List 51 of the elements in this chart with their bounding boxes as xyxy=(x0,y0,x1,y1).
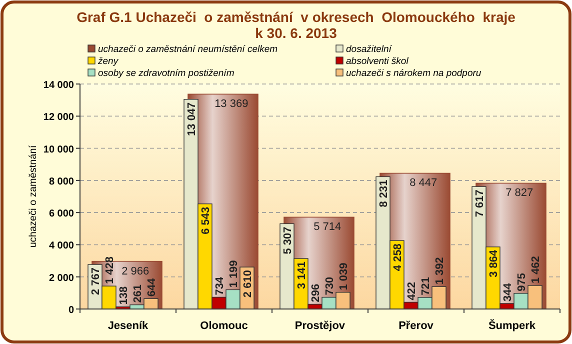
legend-label: uchazeči s nárokem na podporu xyxy=(346,68,482,79)
data-label: 138 xyxy=(118,286,130,305)
legend-label: absolventi škol xyxy=(346,56,410,67)
data-label: 7 617 xyxy=(474,190,486,218)
y-axis-title: uchazeči o zaměstnání xyxy=(28,145,39,248)
y-tick-label: 10 000 xyxy=(43,144,74,156)
data-label: 7 827 xyxy=(506,187,534,200)
chart-title: Graf G.1 Uchazeči o zaměstnání v okresech Olomouckého kraje k 30. 6. 2013 xyxy=(76,9,516,41)
data-label: 2 966 xyxy=(122,265,150,278)
data-label: 644 xyxy=(146,277,158,297)
data-label: 975 xyxy=(516,272,528,292)
data-label: 13 369 xyxy=(214,98,248,110)
data-label: 4 258 xyxy=(392,244,404,272)
y-tick-label: 0 xyxy=(68,305,74,316)
x-tick-label: Šumperk xyxy=(488,319,536,332)
x-tick-label: Přerov xyxy=(398,320,434,332)
legend-label: uchazeči o zaměstnání neumístění celkem xyxy=(98,44,278,55)
y-tick-label: 2 000 xyxy=(48,272,74,284)
legend-label: ženy xyxy=(97,56,120,67)
data-label: 5 307 xyxy=(282,226,294,254)
x-tick-label: Jeseník xyxy=(108,320,150,332)
data-label: 2 610 xyxy=(242,270,254,298)
y-tick-label: 12 000 xyxy=(43,112,74,124)
data-label: 734 xyxy=(214,276,226,296)
data-label: 422 xyxy=(406,282,418,300)
y-tick-label: 4 000 xyxy=(48,240,74,252)
data-label: 721 xyxy=(420,277,432,296)
y-tick-label: 8 000 xyxy=(48,176,74,188)
data-label: 3 141 xyxy=(296,262,308,290)
data-label: 1 428 xyxy=(104,256,116,284)
data-label: 1 462 xyxy=(530,256,542,284)
legend-label: osoby se zdravotním postižením xyxy=(98,68,234,79)
data-label: 2 767 xyxy=(90,268,102,296)
data-label: 6 543 xyxy=(200,206,212,234)
data-label: 1 392 xyxy=(434,257,446,285)
data-label: 5 714 xyxy=(314,221,342,234)
data-label: 730 xyxy=(324,276,336,296)
data-label: 344 xyxy=(502,282,514,302)
x-tick-label: Prostějov xyxy=(294,320,346,332)
y-tick-label: 6 000 xyxy=(48,208,74,220)
data-label: 13 047 xyxy=(186,102,198,136)
data-label: 1 199 xyxy=(228,260,240,288)
y-tick-label: 14 000 xyxy=(43,80,74,91)
data-label: 261 xyxy=(132,284,144,303)
data-label: 3 864 xyxy=(488,249,500,278)
data-label: 8 231 xyxy=(378,180,390,208)
data-label: 1 039 xyxy=(338,262,350,290)
x-tick-label: Olomouc xyxy=(200,320,248,332)
legend-label: dosažitelní xyxy=(346,44,393,55)
data-label: 8 447 xyxy=(410,177,438,190)
data-label: 296 xyxy=(310,284,322,302)
